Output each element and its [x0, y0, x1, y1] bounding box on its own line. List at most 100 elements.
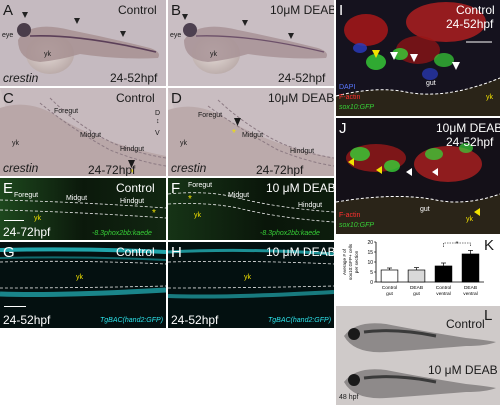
panel-d-foregut: Foregut [198, 112, 223, 119]
panel-b-condition: 10μM DEAB [270, 3, 334, 17]
y-axis-label: Average # of [342, 248, 347, 275]
panel-l-condition-top: Control [446, 317, 485, 331]
panel-h: H 10 μM DEAB yk 24-52hpf TgBAC(hand2:GFP… [168, 242, 334, 328]
panel-j-stain-factin: F-actin [339, 212, 361, 219]
bar [380, 269, 399, 283]
panel-a-yk-label: yk [44, 51, 51, 58]
panel-l-larvae [344, 323, 496, 399]
panel-e-foregut: Foregut [14, 192, 39, 199]
panel-d-midgut: Midgut [242, 132, 264, 139]
panel-i-stain-sox10: sox10:GFP [339, 104, 375, 111]
panel-g-transgene: TgBAC(hand2:GFP) [100, 317, 164, 324]
panel-i-stain-factin: F-actin [339, 94, 361, 101]
panel-a: A Control eye yk crestin 24-52hpf [0, 0, 166, 86]
panel-e-hindgut: Hindgut [120, 198, 145, 205]
panel-g-condition: Control [116, 245, 155, 259]
y-tick-label: 5 [370, 270, 373, 276]
panel-l-letter: L [484, 307, 493, 324]
panel-i-gut: gut [426, 80, 436, 87]
y-tick-label: 10 [367, 260, 373, 266]
panel-d-stage: 24-72hpf [256, 163, 304, 176]
svg-text:*: * [152, 208, 156, 219]
panel-h-stage: 24-52hpf [171, 313, 219, 327]
panel-i-stain-dapi: DAPI [339, 84, 356, 91]
panel-f-foregut: Foregut [188, 182, 213, 189]
panel-i: I Control 24-52hpf gut yk DAPI F-actin s… [336, 0, 500, 116]
panel-h-transgene: TgBAC(hand2:GFP) [268, 317, 332, 324]
svg-text:*: * [188, 194, 192, 205]
panel-l-condition-bottom: 10 μM DEAB [428, 363, 498, 377]
panel-b-yk-label: yk [210, 51, 217, 58]
panel-a-arrowheads [22, 12, 126, 37]
panel-g-fluor [0, 247, 166, 297]
panel-l-stage: 48 hpf [339, 394, 359, 401]
panel-e-yk: yk [34, 215, 41, 222]
panel-e-fluor: * [0, 178, 166, 240]
panel-g-letter: G [3, 244, 15, 261]
significance-marker: * [456, 241, 459, 248]
panel-f-yk: yk [194, 212, 201, 219]
panel-e-condition: Control [116, 181, 155, 195]
panel-c-axis-v: V [155, 130, 160, 137]
panel-c-letter: C [3, 90, 14, 107]
panel-k-letter: K [484, 237, 495, 254]
y-axis-label: sox10:GFP+ cells [348, 243, 353, 280]
bar [461, 253, 480, 283]
category-label: gut [413, 291, 420, 297]
panel-f-hindgut: Hindgut [298, 202, 323, 209]
panel-e-transgene: -8.3phox2bb:kaede [92, 230, 152, 237]
panel-a-stage: 24-52hpf [110, 71, 158, 85]
y-tick-label: 20 [367, 240, 373, 246]
panel-k: K 0 5 10 15 20 Average # of sox10:GFP+ cells pe… [336, 236, 500, 304]
panel-f-transgene: -8.3phox2bb:kaede [260, 230, 320, 237]
panel-i-condition: Control [456, 3, 495, 17]
category-label: ventral [463, 291, 477, 297]
panel-b-eye-label: eye [170, 32, 182, 39]
panel-b-embryo [183, 23, 327, 74]
panel-a-letter: A [3, 2, 14, 19]
panel-e-letter: E [3, 180, 14, 197]
panel-c-midgut: Midgut [80, 132, 102, 139]
bar [434, 265, 453, 283]
panel-b: B 10μM DEAB eye yk 24-52hpf [168, 0, 334, 86]
panel-d-letter: D [171, 90, 182, 107]
significance-bracket [443, 242, 471, 247]
bar-chart: 0 5 10 15 20 Average # of sox10:GFP+ cells per … [342, 240, 484, 297]
panel-j-gut: gut [420, 206, 430, 213]
bar [407, 269, 426, 283]
panel-f-letter: F [171, 180, 181, 197]
panel-a-condition: Control [118, 3, 157, 17]
panel-f-fluor: * [168, 178, 334, 240]
panel-f-condition: 10 μM DEAB [266, 181, 334, 195]
svg-text:*: * [130, 168, 134, 176]
panel-a-embryo [17, 23, 159, 74]
y-tick-label: 0 [370, 280, 373, 286]
panel-j-yk: yk [466, 216, 473, 223]
panel-c-hindgut: Hindgut [120, 146, 145, 153]
panel-c-foregut: Foregut [54, 108, 79, 115]
panel-g: G Control yk 24-52hpf TgBAC(hand2:GFP) [0, 242, 166, 328]
panel-i-yk: yk [486, 94, 493, 101]
panel-f: * F 10 μM DEAB Foregut Midgut Hindgut yk… [168, 178, 334, 240]
panel-c: * C Control D ↕ V Foregut Midgut Hindgut… [0, 88, 166, 176]
panel-g-scale-bar [4, 306, 26, 307]
svg-text:*: * [232, 128, 236, 139]
panel-a-eye-label: eye [2, 32, 14, 39]
panel-i-stage: 24-52hpf [446, 17, 494, 31]
category-label: Control [382, 285, 397, 291]
category-label: Control [436, 285, 451, 291]
panel-h-yk: yk [244, 274, 251, 281]
panel-c-yk: yk [12, 140, 19, 147]
category-label: gut [386, 291, 393, 297]
panel-j: J 10μM DEAB 24-52hpf gut yk F-actin sox1… [336, 118, 500, 234]
panel-h-condition: 10 μM DEAB [266, 245, 334, 259]
panel-c-axis-arrow: ↕ [156, 118, 160, 125]
panel-h-fluor [168, 248, 334, 299]
panel-d-probe: crestin [171, 161, 207, 175]
panel-f-midgut: Midgut [228, 192, 250, 199]
panel-e-midgut: Midgut [66, 195, 88, 202]
panel-g-yk: yk [76, 274, 83, 281]
category-label: ventral [436, 291, 450, 297]
panel-h-letter: H [171, 244, 182, 261]
panel-j-letter: J [339, 120, 347, 137]
